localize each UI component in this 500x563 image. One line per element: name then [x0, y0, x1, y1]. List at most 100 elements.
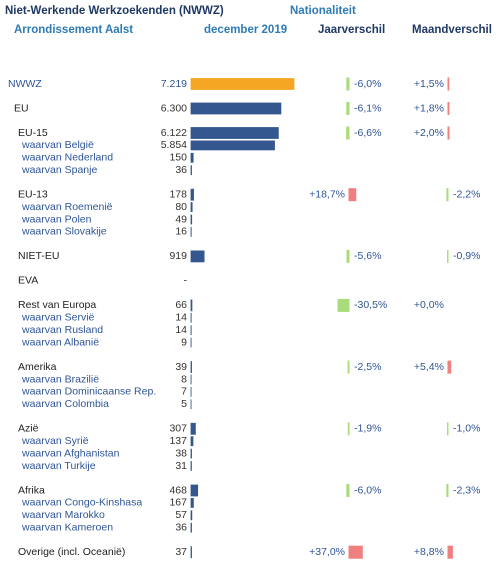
bar — [190, 510, 193, 521]
change-label: -2,5% — [354, 361, 381, 373]
value-label: 80 — [175, 201, 187, 213]
value-label: 137 — [169, 435, 187, 447]
change-label: -6,1% — [354, 102, 381, 114]
bar — [190, 214, 193, 225]
bar — [190, 522, 192, 533]
row-label: waarvan Servië — [21, 312, 95, 324]
value-label: 9 — [181, 336, 187, 348]
change-label: -6,0% — [354, 484, 381, 496]
change-bar — [346, 126, 350, 140]
change-label: -0,9% — [453, 250, 480, 262]
row-label: NWWZ — [8, 78, 42, 90]
value-label: 5 — [181, 398, 187, 410]
value-label: 14 — [175, 312, 187, 324]
change-bar — [447, 545, 453, 559]
bar — [190, 165, 192, 176]
change-label: +1,8% — [414, 102, 444, 114]
row-label: EU-13 — [18, 188, 48, 200]
row-label: waarvan Brazilië — [21, 373, 99, 385]
row-label: Amerika — [18, 361, 57, 373]
change-bar — [346, 484, 350, 497]
row-label: waarvan Colombia — [21, 398, 109, 410]
row-label: EU — [14, 102, 29, 114]
row-label: Rest van Europa — [18, 299, 96, 311]
change-bar — [347, 422, 350, 436]
row-label: waarvan Roemenië — [21, 201, 113, 213]
value-label: 14 — [175, 324, 187, 336]
region: Arrondissement Aalst — [14, 24, 133, 36]
row-label: waarvan Afghanistan — [21, 447, 120, 459]
row-label: Afrika — [18, 484, 45, 496]
value-label: 150 — [169, 152, 187, 164]
bar — [190, 140, 275, 151]
value-label: 307 — [169, 423, 187, 435]
column-header: Maandverschil — [412, 24, 492, 36]
column-header: Jaarverschil — [318, 24, 385, 36]
value-label: 6.300 — [161, 102, 187, 114]
subtitle: Nationaliteit — [290, 5, 356, 17]
change-bar — [447, 422, 449, 436]
value-label: 468 — [169, 484, 187, 496]
row-label: waarvan Congo-Kinshasa — [21, 497, 142, 509]
value-label: 16 — [175, 226, 187, 238]
row-label: waarvan Slovakije — [21, 226, 107, 238]
value-label: 31 — [175, 460, 187, 472]
change-label: -30,5% — [354, 299, 387, 311]
row-label: waarvan Kameroen — [21, 521, 113, 533]
row-label: waarvan Nederland — [21, 152, 113, 164]
change-label: -6,6% — [354, 127, 381, 139]
value-label: 167 — [169, 497, 187, 509]
title: Niet-Werkende Werkzoekenden (NWWZ) — [5, 5, 224, 17]
bar — [190, 299, 193, 312]
change-bar — [447, 102, 450, 115]
row-label: Overige (incl. Oceanië) — [18, 546, 125, 558]
value-label: 7.219 — [161, 78, 187, 90]
value-label: 36 — [175, 521, 187, 533]
row-label: waarvan België — [21, 139, 94, 151]
bar — [190, 127, 279, 139]
change-bar — [346, 77, 350, 91]
change-label: -2,2% — [453, 188, 480, 200]
value-label: 6.122 — [161, 127, 187, 139]
column-header: december 2019 — [204, 24, 287, 36]
change-bar — [348, 188, 357, 202]
change-label: -1,0% — [453, 423, 480, 435]
value-label: 5.854 — [161, 139, 187, 151]
value-label: 7 — [181, 386, 187, 398]
change-bar — [447, 126, 450, 140]
row-label: EU-15 — [18, 127, 48, 139]
row-label: waarvan Albanië — [21, 336, 99, 348]
change-bar — [346, 102, 350, 115]
bar — [190, 250, 205, 263]
value-label: 39 — [175, 361, 187, 373]
bar — [190, 448, 192, 459]
change-bar — [447, 360, 452, 374]
bar — [190, 152, 194, 163]
row-label: EVA — [18, 275, 38, 287]
value-label: 49 — [175, 213, 187, 225]
value-label: 8 — [181, 373, 187, 385]
bar — [190, 102, 282, 115]
bar — [190, 497, 194, 508]
row-label: waarvan Marokko — [21, 509, 105, 521]
value-label: 38 — [175, 447, 187, 459]
bar — [190, 546, 192, 559]
bar — [190, 361, 192, 374]
row-label: waarvan Rusland — [21, 324, 103, 336]
change-label: +5,4% — [414, 361, 444, 373]
change-label: +8,8% — [414, 546, 444, 558]
value-label: 37 — [175, 546, 187, 558]
change-bar — [446, 484, 449, 497]
change-label: +18,7% — [309, 188, 345, 200]
value-label: 57 — [175, 509, 187, 521]
change-label: -6,0% — [354, 78, 381, 90]
change-bar — [346, 249, 350, 263]
row-label: NIET-EU — [18, 250, 59, 262]
bar — [190, 484, 199, 497]
change-bar — [347, 360, 350, 374]
bar — [190, 202, 193, 213]
change-bar — [337, 298, 350, 312]
row-label: waarvan Turkije — [21, 460, 96, 472]
change-label: -2,3% — [453, 484, 480, 496]
